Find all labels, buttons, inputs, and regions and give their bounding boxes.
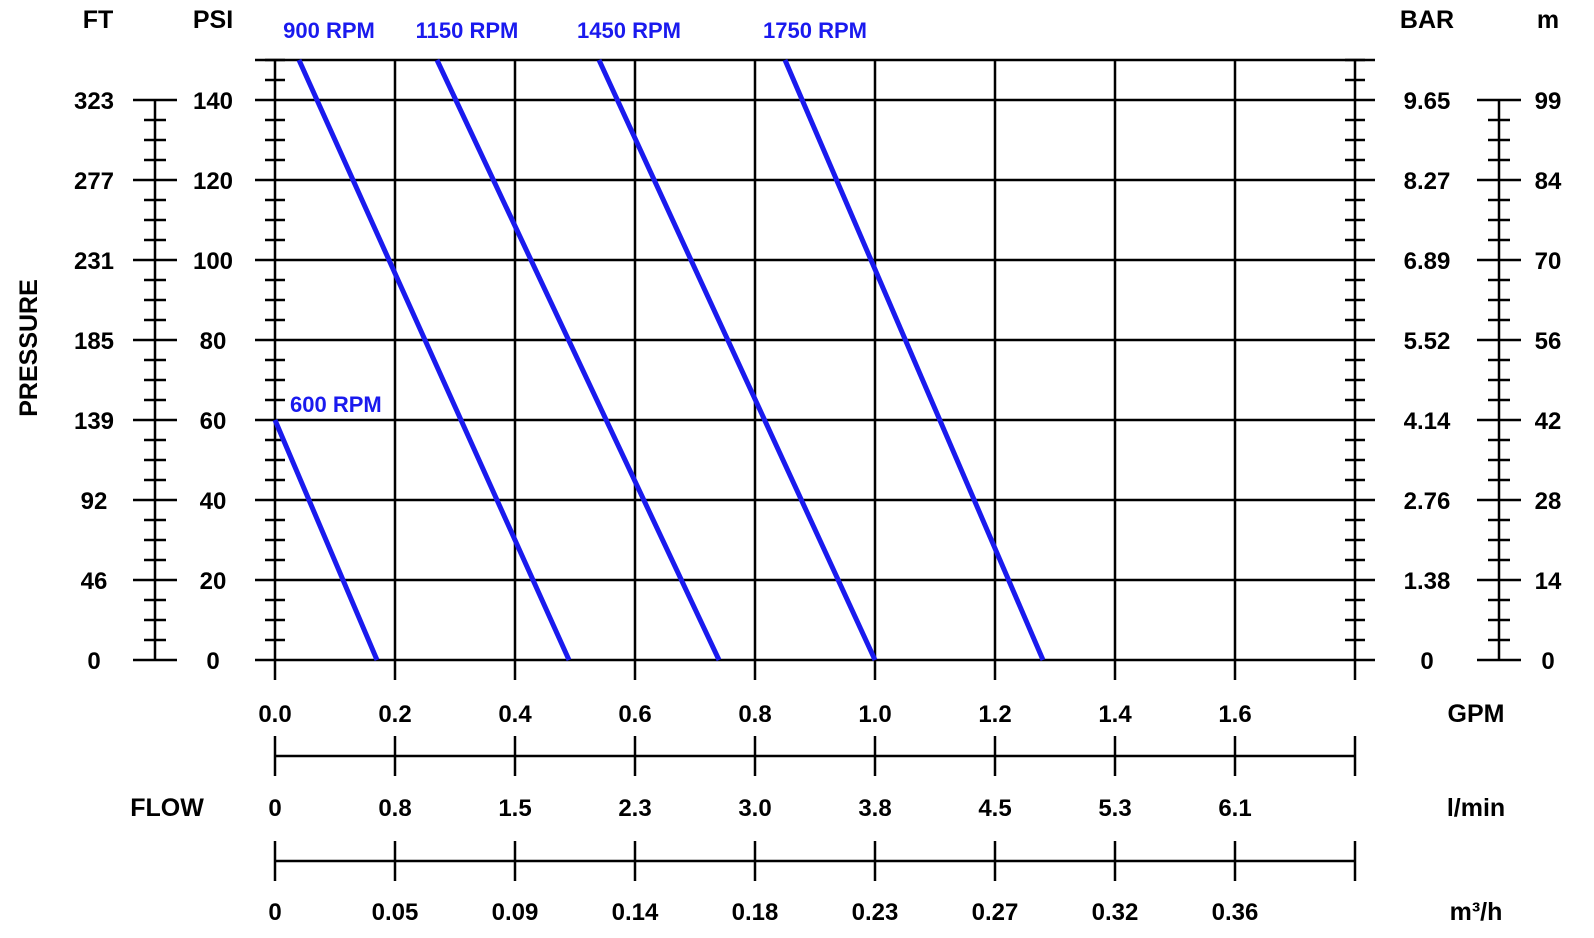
m-tick-label: 70	[1535, 248, 1562, 275]
rpm-curve-2	[434, 58, 722, 662]
m3h-tick-label: 0.27	[972, 899, 1019, 926]
m3h-unit-label: m³/h	[1450, 898, 1503, 926]
gpm-tick-label: 0.4	[498, 701, 532, 728]
pressure-axis-title: PRESSURE	[15, 279, 43, 417]
rpm-curve-3	[596, 58, 878, 662]
bar-tick-label: 8.27	[1404, 168, 1451, 195]
gpm-tick-label: 0.8	[738, 701, 771, 728]
m3h-tick-label: 0.05	[372, 899, 419, 926]
m-tick-label: 56	[1535, 328, 1562, 355]
rpm-series-label: 1150 RPM	[416, 18, 519, 43]
psi-unit-label: PSI	[193, 6, 233, 34]
lmin-tick-label: 3.8	[858, 795, 891, 822]
ft-tick-label: 323	[74, 88, 114, 115]
m3h-tick-label: 0.32	[1092, 899, 1139, 926]
labels: FT PSI BAR m GPM l/min m³/h FLOW PRESSUR…	[15, 6, 1562, 926]
m3h-tick-label: 0.09	[492, 899, 539, 926]
ft-tick-label: 231	[74, 248, 114, 275]
lmin-tick-label: 4.5	[978, 795, 1011, 822]
ft-tick-label: 185	[74, 328, 114, 355]
m3h-tick-label: 0.36	[1212, 899, 1259, 926]
m3h-tick-label: 0.23	[852, 899, 899, 926]
gpm-tick-label: 0.6	[618, 701, 651, 728]
rpm-series-label: 600 RPM	[290, 392, 382, 417]
rpm-curve-1	[296, 58, 572, 662]
ft-tick-label: 139	[74, 408, 114, 435]
lmin-tick-label: 6.1	[1218, 795, 1251, 822]
lmin-tick-label: 5.3	[1098, 795, 1131, 822]
bar-tick-label: 2.76	[1404, 488, 1451, 515]
gpm-tick-label: 0.2	[378, 701, 411, 728]
rpm-series-label: 1450 RPM	[577, 18, 681, 43]
lmin-tick-label: 0.8	[378, 795, 411, 822]
m-tick-label: 0	[1541, 648, 1554, 675]
ft-tick-label: 277	[74, 168, 114, 195]
psi-tick-label: 20	[200, 568, 227, 595]
gpm-unit-label: GPM	[1448, 700, 1505, 728]
rpm-curve-4	[782, 59, 1046, 661]
bar-tick-label: 9.65	[1404, 88, 1451, 115]
m3h-tick-label: 0.14	[612, 899, 659, 926]
m-tick-label: 28	[1535, 488, 1562, 515]
psi-tick-label: 60	[200, 408, 227, 435]
m-unit-label: m	[1537, 6, 1559, 34]
bar-unit-label: BAR	[1400, 6, 1454, 34]
flow-axis-title: FLOW	[130, 794, 204, 822]
lmin-unit-label: l/min	[1447, 794, 1505, 822]
rpm-curves	[272, 58, 1046, 662]
ft-unit-label: FT	[83, 6, 114, 34]
gpm-tick-label: 0.0	[258, 701, 291, 728]
bar-tick-label: 4.14	[1404, 408, 1451, 435]
bar-tick-label: 0	[1420, 648, 1433, 675]
lmin-tick-label: 2.3	[618, 795, 651, 822]
grid	[255, 58, 1375, 680]
ft-tick-label: 46	[81, 568, 108, 595]
bar-tick-label: 6.89	[1404, 248, 1451, 275]
gpm-tick-label: 1.0	[858, 701, 891, 728]
rpm-series-label: 1750 RPM	[763, 18, 867, 43]
m3h-tick-label: 0.18	[732, 899, 779, 926]
gpm-tick-label: 1.6	[1218, 701, 1251, 728]
ft-tick-label: 92	[81, 488, 108, 515]
psi-tick-label: 40	[200, 488, 227, 515]
gpm-tick-label: 1.2	[978, 701, 1011, 728]
m-tick-label: 99	[1535, 88, 1562, 115]
psi-tick-label: 80	[200, 328, 227, 355]
ft-tick-label: 0	[87, 648, 100, 675]
bar-tick-label: 5.52	[1404, 328, 1451, 355]
psi-tick-label: 120	[193, 168, 233, 195]
lmin-tick-label: 0	[268, 795, 281, 822]
psi-tick-label: 0	[206, 648, 219, 675]
psi-tick-label: 100	[193, 248, 233, 275]
m3h-tick-label: 0	[268, 899, 281, 926]
lmin-tick-label: 1.5	[498, 795, 531, 822]
lmin-tick-label: 3.0	[738, 795, 771, 822]
psi-tick-label: 140	[193, 88, 233, 115]
m-tick-label: 14	[1535, 568, 1562, 595]
m-tick-label: 84	[1535, 168, 1562, 195]
m-tick-label: 42	[1535, 408, 1562, 435]
rpm-curve-0	[272, 419, 380, 661]
rpm-series-label: 900 RPM	[283, 18, 375, 43]
axes	[133, 58, 1521, 881]
gpm-tick-label: 1.4	[1098, 701, 1132, 728]
bar-tick-label: 1.38	[1404, 568, 1451, 595]
